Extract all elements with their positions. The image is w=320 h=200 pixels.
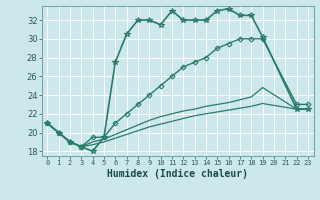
X-axis label: Humidex (Indice chaleur): Humidex (Indice chaleur) bbox=[107, 169, 248, 179]
